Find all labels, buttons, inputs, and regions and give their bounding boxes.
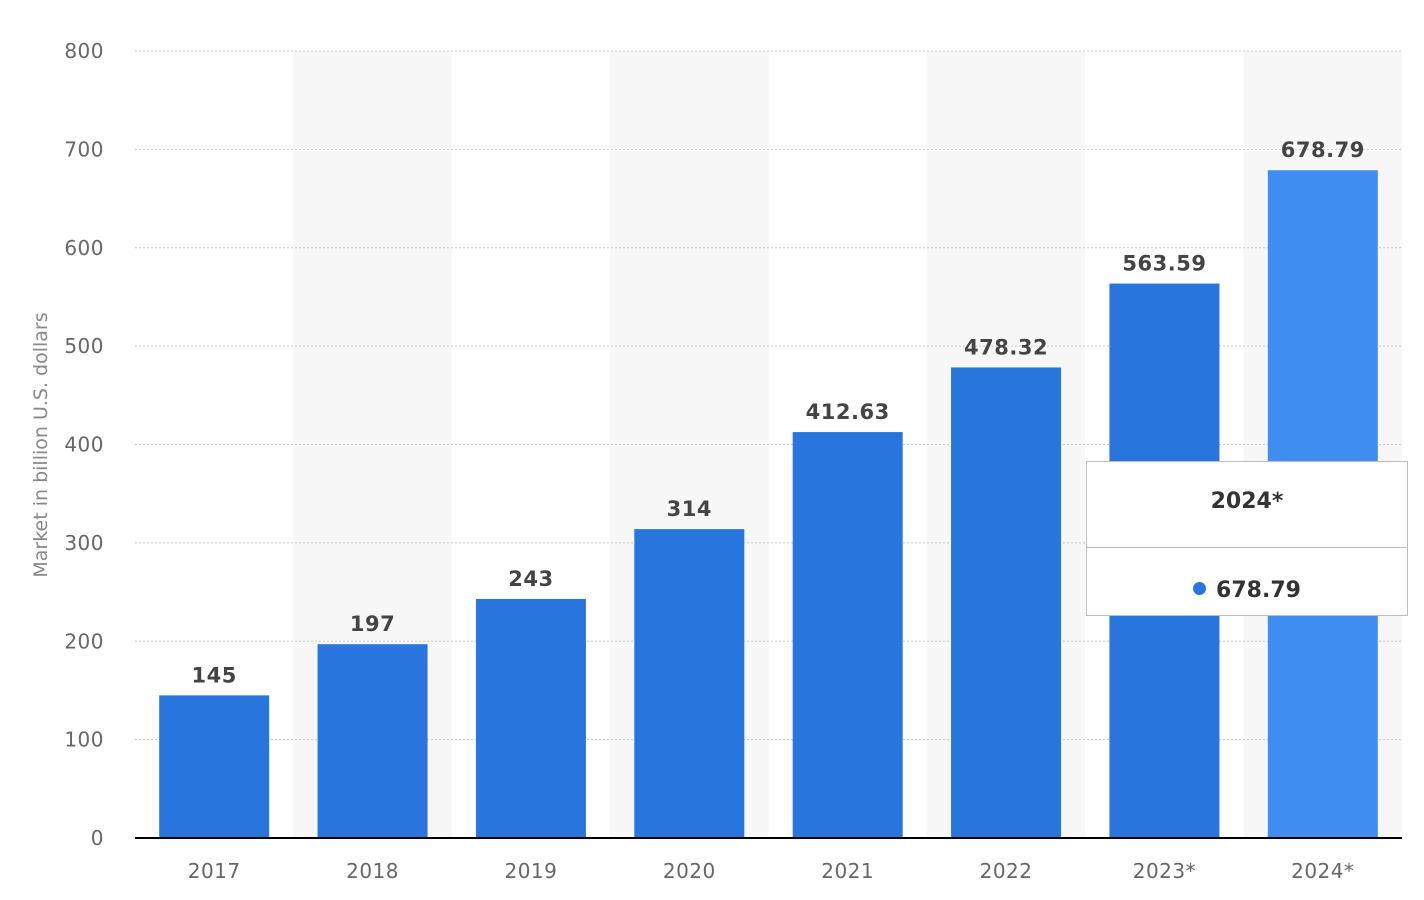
data-label-2020: 314 [667,497,712,521]
data-label-2023*: 563.59 [1122,252,1206,276]
bar-2020 [634,529,745,838]
data-label-2024*: 678.79 [1281,138,1365,162]
y-tick-label-100: 100 [64,728,104,752]
bar-2021 [792,432,903,838]
data-label-2021: 412.63 [806,400,890,424]
y-tick-label-600: 600 [64,236,104,260]
x-tick-label-2022: 2022 [980,859,1033,883]
series-dot-icon [1193,582,1207,595]
data-label-2019: 243 [508,567,553,591]
bar-2018 [317,644,428,838]
bar-2019 [475,598,586,838]
x-axis-ticks: 2017 2018 2019 2020 2021 2022 2023* 2024* [188,859,1354,883]
x-tick-label-2021: 2021 [821,859,874,883]
y-tick-label-700: 700 [64,137,104,161]
x-tick-label-2024*: 2024* [1291,859,1354,883]
y-axis-ticks: 0 100 200 300 400 500 600 700 800 [64,39,104,850]
tooltip: 2024* 678.79 [1086,461,1408,616]
x-tick-label-2018: 2018 [346,859,399,883]
tooltip-value: 678.79 [1216,578,1301,603]
y-tick-label-200: 200 [64,629,104,653]
y-tick-label-800: 800 [64,39,104,63]
tooltip-title: 2024* [1210,489,1284,514]
y-tick-label-300: 300 [64,531,104,555]
x-tick-label-2023*: 2023* [1133,859,1196,883]
bar-2022 [951,367,1062,838]
y-tick-label-0: 0 [91,826,104,850]
y-axis-label: Market in billion U.S. dollars [30,312,52,577]
bar-2017 [159,695,270,838]
y-tick-label-400: 400 [64,433,104,457]
x-tick-label-2019: 2019 [504,859,557,883]
x-tick-label-2017: 2017 [188,859,241,883]
y-tick-label-500: 500 [64,334,104,358]
tooltip-value-row: 678.79 [1087,578,1407,603]
tooltip-divider [1087,547,1407,548]
x-tick-label-2020: 2020 [663,859,716,883]
data-label-2022: 478.32 [964,335,1048,359]
bars [159,170,1378,838]
gridlines [135,50,1402,741]
data-label-2017: 145 [192,663,237,687]
data-labels: 145 197 243 314 412.63 478.32 563.59 678.79 [192,138,1365,687]
data-label-2018: 197 [350,612,395,636]
